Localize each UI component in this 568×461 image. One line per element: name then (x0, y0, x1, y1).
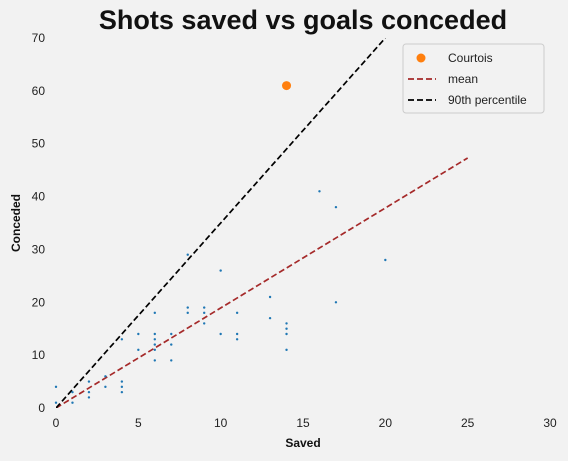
y-tick-label: 0 (38, 401, 45, 415)
data-point (120, 338, 124, 341)
legend-box (402, 43, 545, 114)
data-point (334, 205, 338, 209)
tick-labels: 0 5 10 15 20 25 30 0 10 20 30 40 50 60 70 (32, 31, 557, 430)
data-point (54, 401, 58, 404)
data-point (235, 311, 239, 315)
chart-title: Shots saved vs goals conceded (99, 5, 507, 35)
data-point (71, 401, 74, 404)
data-point (285, 327, 288, 330)
y-tick-label: 70 (32, 31, 46, 45)
x-tick-label: 20 (379, 416, 393, 430)
data-point (153, 332, 156, 336)
data-points (54, 190, 387, 404)
data-point (153, 343, 156, 346)
data-point (120, 380, 124, 383)
data-point (285, 332, 288, 336)
mean-line (56, 157, 469, 408)
data-point (87, 396, 91, 399)
legend-label-mean: mean (448, 72, 478, 86)
data-point (384, 258, 387, 262)
data-point (186, 306, 189, 309)
x-tick-label: 10 (214, 416, 228, 430)
y-axis-label: Conceded (9, 194, 23, 252)
x-tick-label: 0 (53, 416, 60, 430)
data-point (153, 348, 156, 352)
data-point (87, 380, 91, 383)
data-point (104, 375, 107, 378)
data-point (235, 338, 239, 341)
data-point (203, 311, 206, 315)
data-point (71, 390, 74, 394)
legend-label-courtois: Courtois (448, 51, 493, 65)
data-point (104, 385, 107, 389)
x-tick-label: 25 (461, 416, 475, 430)
y-tick-label: 10 (32, 348, 46, 362)
data-point (219, 332, 222, 336)
legend: Courtois mean 90th percentile (402, 43, 545, 114)
y-tick-label: 20 (32, 295, 46, 309)
data-point (285, 348, 288, 352)
y-tick-label: 60 (32, 84, 46, 98)
y-tick-label: 30 (32, 242, 46, 256)
percentile-90-line (56, 38, 386, 408)
data-point (153, 359, 156, 362)
data-point (120, 390, 124, 394)
x-axis-label: Saved (285, 436, 320, 450)
y-tick-label: 50 (32, 137, 46, 151)
x-tick-label: 5 (135, 416, 142, 430)
data-point (268, 295, 272, 299)
data-point (137, 332, 140, 336)
data-point (285, 322, 288, 325)
data-point (186, 311, 189, 315)
data-point (203, 306, 206, 309)
x-tick-label: 30 (543, 416, 557, 430)
legend-marker-courtois (416, 53, 426, 63)
highlight-point (282, 81, 292, 91)
data-point (235, 332, 239, 336)
data-point (203, 322, 206, 325)
y-tick-label: 40 (32, 190, 46, 204)
x-tick-label: 15 (296, 416, 310, 430)
reference-lines (56, 38, 469, 408)
data-point (54, 385, 58, 389)
data-point (153, 311, 156, 315)
legend-label-percentile: 90th percentile (448, 93, 527, 107)
data-point (120, 385, 124, 389)
data-point (170, 359, 173, 362)
data-point (334, 301, 338, 304)
courtois-point (282, 81, 292, 91)
data-point (318, 190, 321, 193)
data-point (219, 269, 222, 272)
data-point (153, 338, 156, 341)
data-point (170, 343, 173, 346)
data-point (268, 316, 272, 320)
data-point (186, 253, 189, 256)
data-point (87, 390, 91, 394)
data-point (137, 348, 140, 352)
data-point (170, 332, 173, 336)
